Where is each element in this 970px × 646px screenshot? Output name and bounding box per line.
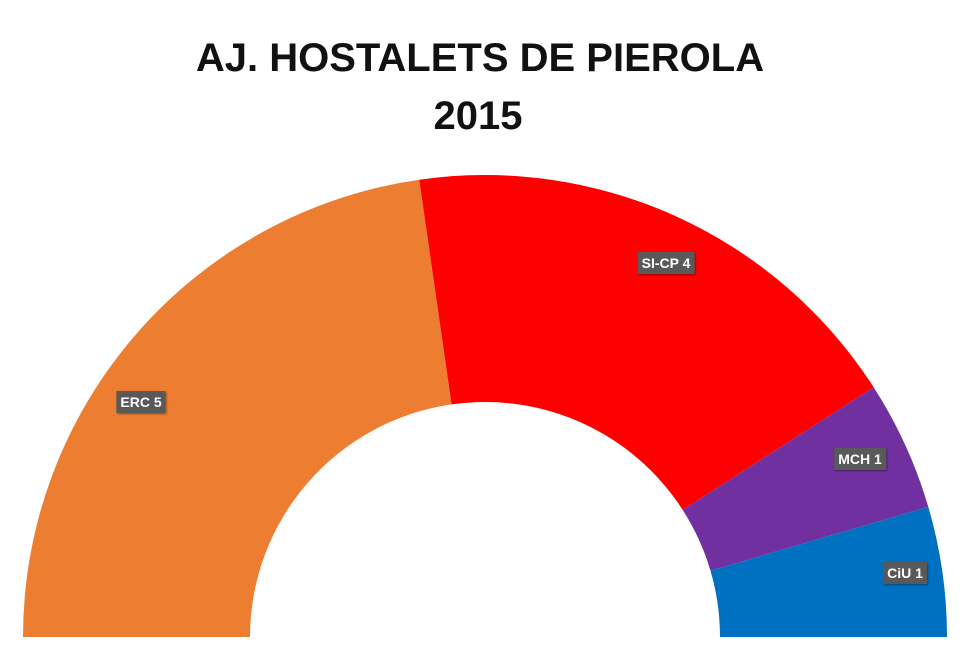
slice-si-cp [419,175,874,510]
data-label-si-cp: SI-CP 4 [637,252,695,274]
chart-subtitle: 2015 [433,94,523,138]
data-label-mch: MCH 1 [834,448,886,470]
slice-mch [682,387,929,571]
chart-title: AJ. HOSTALETS DE PIEROLA [195,36,765,80]
data-label-erc: ERC 5 [116,391,166,413]
slice-erc [23,179,452,637]
data-label-ciu: CiU 1 [883,562,927,584]
slice-ciu [710,506,947,637]
